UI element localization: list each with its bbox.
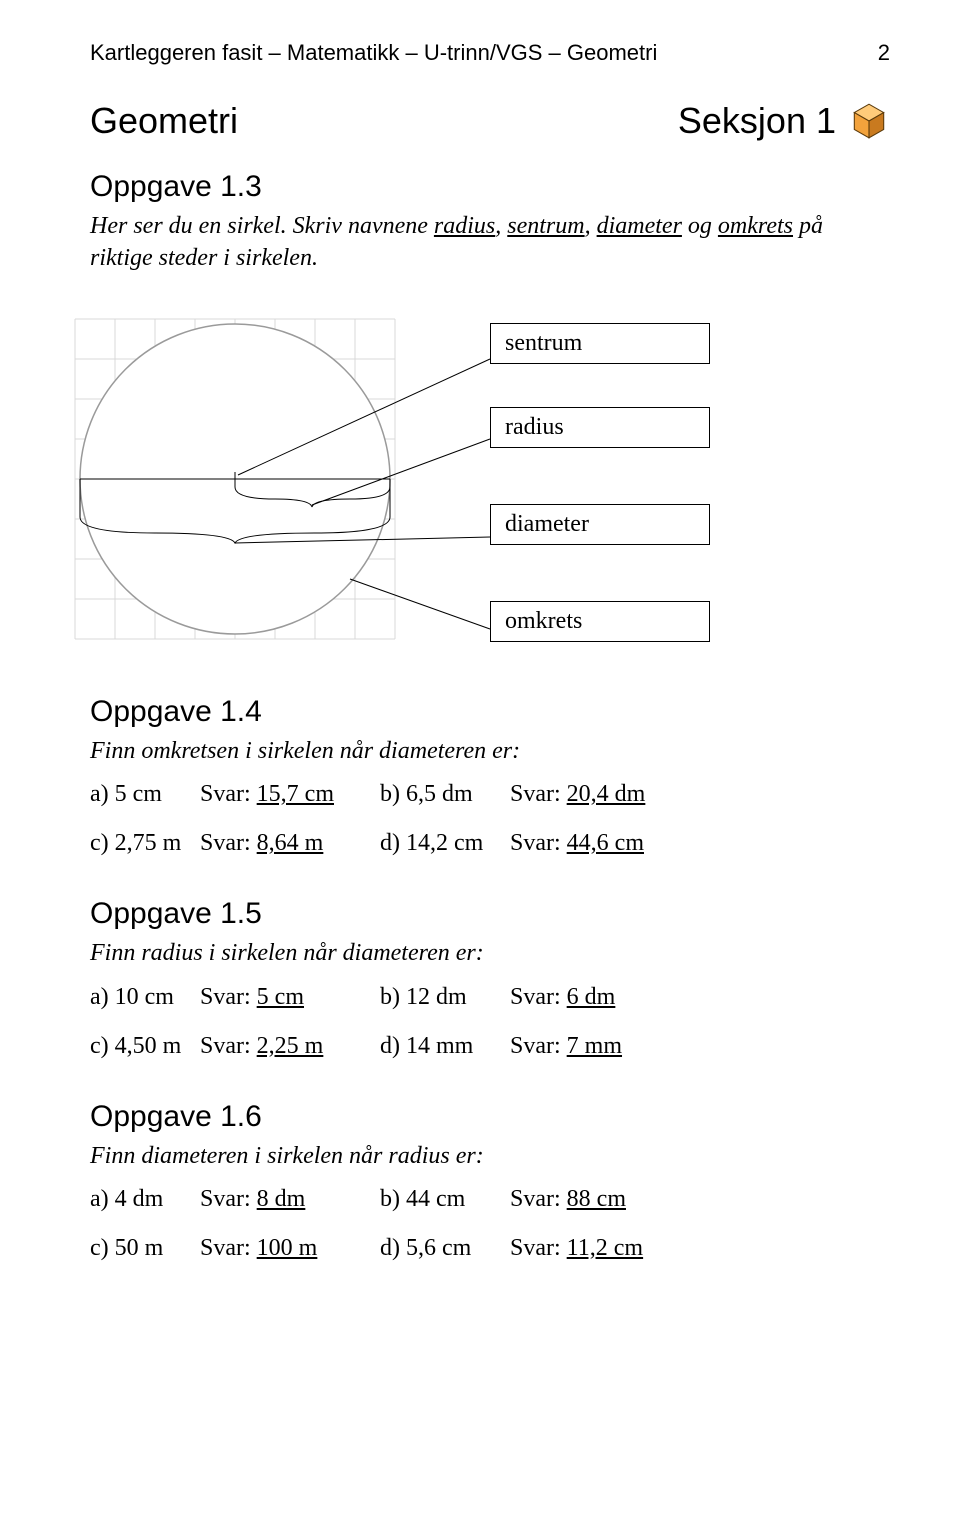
section-right: Seksjon 1	[678, 100, 890, 142]
a-val: 8 dm	[257, 1186, 306, 1212]
a-prefix: Svar:	[200, 984, 257, 1010]
section-row: Geometri Seksjon 1	[90, 100, 890, 142]
q: a) 5 cm	[90, 781, 200, 808]
a: Svar: 8 dm	[200, 1186, 380, 1213]
task-1-4-answers: a) 5 cm Svar: 15,7 cm b) 6,5 dm Svar: 20…	[90, 781, 890, 857]
a2: Svar: 6 dm	[510, 984, 890, 1011]
a: Svar: 5 cm	[200, 984, 380, 1011]
a2: Svar: 44,6 cm	[510, 830, 890, 857]
a-val: 100 m	[257, 1235, 318, 1261]
q2: b) 12 dm	[380, 984, 510, 1011]
label-sentrum: sentrum	[490, 323, 710, 364]
a: Svar: 100 m	[200, 1235, 380, 1262]
term-sentrum: sentrum	[507, 213, 584, 239]
task-1-6-answers: a) 4 dm Svar: 8 dm b) 44 cm Svar: 88 cm …	[90, 1186, 890, 1262]
q2: d) 14 mm	[380, 1033, 510, 1060]
desc-prefix: Her ser du en sirkel. Skriv navnene	[90, 213, 434, 239]
task-1-3-desc: Her ser du en sirkel. Skriv navnene radi…	[90, 210, 890, 275]
term-radius: radius	[434, 213, 495, 239]
a2: Svar: 88 cm	[510, 1186, 890, 1213]
term-diameter: diameter	[597, 213, 682, 239]
label-omkrets: omkrets	[490, 601, 710, 642]
a2-val: 88 cm	[567, 1186, 626, 1212]
a: Svar: 2,25 m	[200, 1033, 380, 1060]
header-title: Kartleggeren fasit – Matematikk – U-trin…	[90, 40, 657, 66]
a2-val: 20,4 dm	[567, 781, 646, 807]
a2: Svar: 20,4 dm	[510, 781, 890, 808]
task-1-5-desc: Finn radius i sirkelen når diameteren er…	[90, 937, 890, 969]
term-omkrets: omkrets	[718, 213, 793, 239]
page-number: 2	[878, 40, 890, 66]
task-1-4-heading: Oppgave 1.4	[90, 695, 890, 729]
a2-prefix: Svar:	[510, 1186, 567, 1212]
a2-prefix: Svar:	[510, 1033, 567, 1059]
circle-svg	[70, 299, 890, 669]
q: a) 10 cm	[90, 984, 200, 1011]
task-1-3-heading: Oppgave 1.3	[90, 170, 890, 204]
a2-val: 7 mm	[567, 1033, 622, 1059]
a2-val: 44,6 cm	[567, 830, 644, 856]
q2: b) 6,5 dm	[380, 781, 510, 808]
section-label: Seksjon 1	[678, 100, 836, 142]
a-prefix: Svar:	[200, 781, 257, 807]
sep2: ,	[585, 213, 597, 239]
page-header: Kartleggeren fasit – Matematikk – U-trin…	[90, 40, 890, 66]
q: a) 4 dm	[90, 1186, 200, 1213]
a2-val: 11,2 cm	[567, 1235, 643, 1261]
a-val: 5 cm	[257, 984, 304, 1010]
task-1-6-desc: Finn diameteren i sirkelen når radius er…	[90, 1140, 890, 1172]
q2: d) 5,6 cm	[380, 1235, 510, 1262]
a2-val: 6 dm	[567, 984, 616, 1010]
q2: d) 14,2 cm	[380, 830, 510, 857]
a-prefix: Svar:	[200, 830, 257, 856]
q: c) 2,75 m	[90, 830, 200, 857]
a-prefix: Svar:	[200, 1186, 257, 1212]
a-prefix: Svar:	[200, 1235, 257, 1261]
a2-prefix: Svar:	[510, 781, 567, 807]
a-prefix: Svar:	[200, 1033, 257, 1059]
task-1-4-desc: Finn omkretsen i sirkelen når diameteren…	[90, 735, 890, 767]
label-diameter: diameter	[490, 504, 710, 545]
q: c) 50 m	[90, 1235, 200, 1262]
a2-prefix: Svar:	[510, 830, 567, 856]
a-val: 15,7 cm	[257, 781, 334, 807]
a: Svar: 8,64 m	[200, 830, 380, 857]
q: c) 4,50 m	[90, 1033, 200, 1060]
task-1-5-answers: a) 10 cm Svar: 5 cm b) 12 dm Svar: 6 dm …	[90, 984, 890, 1060]
cube-icon	[848, 100, 890, 142]
section-title: Geometri	[90, 100, 238, 142]
a2: Svar: 7 mm	[510, 1033, 890, 1060]
circle-diagram: sentrum radius diameter omkrets	[90, 289, 890, 669]
a: Svar: 15,7 cm	[200, 781, 380, 808]
a2-prefix: Svar:	[510, 1235, 567, 1261]
task-1-5-heading: Oppgave 1.5	[90, 897, 890, 931]
a-val: 8,64 m	[257, 830, 324, 856]
q2: b) 44 cm	[380, 1186, 510, 1213]
label-radius: radius	[490, 407, 710, 448]
sep1: ,	[495, 213, 507, 239]
sep3: og	[682, 213, 718, 239]
a-val: 2,25 m	[257, 1033, 324, 1059]
task-1-6-heading: Oppgave 1.6	[90, 1100, 890, 1134]
a2: Svar: 11,2 cm	[510, 1235, 890, 1262]
a2-prefix: Svar:	[510, 984, 567, 1010]
